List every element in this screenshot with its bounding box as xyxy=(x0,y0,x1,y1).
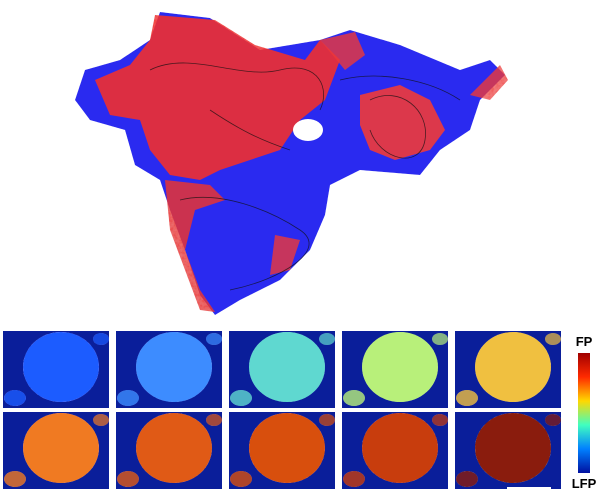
debris xyxy=(343,471,365,487)
debris xyxy=(432,414,448,426)
cell xyxy=(23,332,99,402)
colorbar-bottom-label: LFP xyxy=(572,476,597,491)
cell xyxy=(249,332,325,402)
debris xyxy=(319,414,335,426)
tile xyxy=(116,331,222,408)
cell xyxy=(136,332,212,402)
debris xyxy=(343,390,365,406)
debris xyxy=(456,390,478,406)
debris xyxy=(93,333,109,345)
cell xyxy=(475,332,551,402)
tile xyxy=(342,331,448,408)
cell xyxy=(362,332,438,402)
contours xyxy=(149,62,461,291)
debris xyxy=(206,333,222,345)
cell xyxy=(249,413,325,483)
cell xyxy=(136,413,212,483)
debris xyxy=(4,390,26,406)
colorbar-top-label: FP xyxy=(576,334,593,349)
scale-bar xyxy=(507,487,551,491)
blob-red-right xyxy=(360,85,445,160)
debris xyxy=(230,390,252,406)
tile xyxy=(342,412,448,489)
blob-red-top xyxy=(95,15,340,180)
debris xyxy=(117,390,139,406)
debris xyxy=(4,471,26,487)
tile xyxy=(3,331,109,408)
debris xyxy=(117,471,139,487)
debris xyxy=(319,333,335,345)
tile xyxy=(229,331,335,408)
tile xyxy=(455,412,561,489)
debris xyxy=(432,333,448,345)
tile xyxy=(229,412,335,489)
debris xyxy=(93,414,109,426)
debris xyxy=(230,471,252,487)
tile xyxy=(455,331,561,408)
tile xyxy=(116,412,222,489)
blob-red-left xyxy=(165,180,225,312)
debris xyxy=(545,333,561,345)
tile xyxy=(3,412,109,489)
debris xyxy=(206,414,222,426)
3d-rendering xyxy=(75,12,508,315)
debris xyxy=(545,414,561,426)
colorbar xyxy=(578,353,590,473)
hole xyxy=(293,119,323,141)
debris xyxy=(456,471,478,487)
cell xyxy=(23,413,99,483)
cell xyxy=(362,413,438,483)
tile-grid xyxy=(3,331,561,491)
cell xyxy=(475,413,551,483)
blob-red-edge xyxy=(270,32,508,275)
